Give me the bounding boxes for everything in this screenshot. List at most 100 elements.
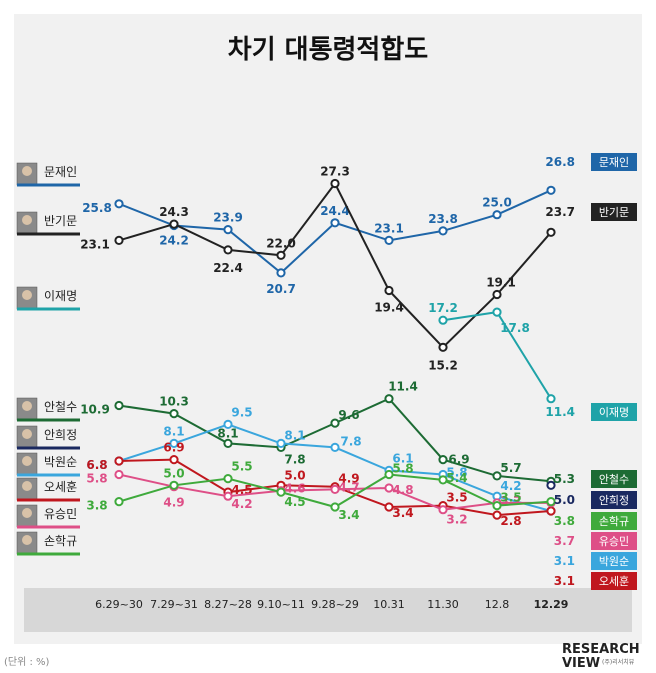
- data-point: [546, 185, 556, 195]
- data-label: 8.1: [163, 424, 184, 438]
- face-icon: [22, 401, 32, 411]
- data-label: 19.1: [486, 276, 516, 290]
- data-label: 23.9: [213, 211, 243, 225]
- series-반기문: 23.1 24.3 22.4 22.0 27.3 19.4 15.2 19.1: [80, 165, 556, 372]
- x-tick-label: 12.8: [485, 598, 510, 611]
- data-point: [384, 469, 394, 480]
- data-point: [384, 502, 394, 512]
- data-label: 24.4: [320, 204, 350, 218]
- x-axis-band: [24, 588, 632, 632]
- data-label: 6.9: [163, 441, 184, 455]
- data-point: [114, 235, 124, 245]
- data-label: 5.4: [446, 471, 467, 485]
- data-label: 8.1: [217, 426, 238, 440]
- data-label: 3.4: [392, 506, 413, 520]
- data-point: [330, 442, 340, 452]
- final-value-label: 5.0: [554, 493, 575, 507]
- data-label: 19.4: [374, 300, 404, 314]
- data-point: [223, 225, 233, 235]
- legend-swatch: [591, 403, 637, 421]
- data-label: 6.8: [86, 458, 107, 472]
- legend-label: 유승민: [599, 535, 629, 548]
- data-label: 8.1: [284, 428, 305, 442]
- data-point: [330, 484, 340, 494]
- x-tick-label: 9.10~11: [257, 598, 305, 611]
- data-point: [546, 497, 556, 507]
- legend-left-손학규: 손학규: [16, 531, 80, 556]
- data-label: 25.8: [82, 201, 112, 215]
- data-point: [492, 307, 502, 317]
- data-point: [223, 491, 233, 501]
- data-point: [169, 409, 179, 419]
- data-label: 25.0: [482, 196, 512, 210]
- legend-right-반기문: 23.7 반기문: [545, 203, 637, 221]
- data-label: 2.8: [500, 514, 521, 528]
- data-label: 4.2: [500, 479, 521, 493]
- data-label: 5.5: [231, 460, 252, 474]
- data-label: 3.8: [86, 499, 107, 513]
- data-point: [546, 480, 556, 490]
- data-label: 5.7: [500, 461, 521, 475]
- legend-swatch: [591, 203, 637, 221]
- data-point: [223, 438, 233, 448]
- final-value-label: 11.4: [545, 405, 575, 419]
- data-point: [330, 218, 340, 228]
- data-label: 3.5: [500, 491, 521, 505]
- data-point: [546, 394, 556, 404]
- legend-right-문재인: 26.8 문재인: [545, 153, 637, 171]
- unit-note: (단위 : %): [4, 655, 50, 668]
- legend-left-이재명: 이재명: [16, 286, 80, 311]
- data-label: 27.3: [320, 165, 350, 179]
- data-point: [492, 510, 502, 520]
- series-안철수: 10.9 10.3 8.1 7.8 9.6 11.4 6.9 5.7: [80, 380, 556, 486]
- data-label: 24.2: [159, 233, 189, 247]
- data-point: [330, 502, 340, 512]
- data-point: [276, 438, 286, 448]
- data-point: [492, 289, 502, 300]
- x-tick-label: 9.28~29: [311, 598, 359, 611]
- data-point: [223, 419, 233, 429]
- legend-label: 반기문: [599, 206, 629, 219]
- data-label: 5.8: [86, 472, 107, 486]
- data-point: [438, 475, 448, 485]
- data-point: [114, 469, 124, 480]
- legend-right-박원순: 3.1 박원순: [554, 552, 637, 570]
- final-value-label: 3.1: [554, 574, 575, 588]
- x-tick-label: 8.27~28: [204, 598, 252, 611]
- data-point: [330, 178, 340, 189]
- data-point: [384, 394, 394, 404]
- legend-label: 이재명: [44, 289, 77, 303]
- data-point: [114, 400, 124, 411]
- legend-left-오세훈: 오세훈: [16, 477, 80, 502]
- data-label: 5.0: [284, 468, 305, 482]
- final-value-label: 3.8: [554, 514, 575, 528]
- data-point: [438, 455, 448, 465]
- final-value-label: 5.3: [554, 472, 575, 486]
- legend-left-안희정: 안희정: [16, 425, 80, 450]
- face-icon: [22, 215, 32, 225]
- legend-swatch: [591, 491, 637, 509]
- data-label: 17.2: [428, 301, 458, 315]
- legend-label: 박원순: [44, 455, 77, 469]
- data-point: [546, 227, 556, 237]
- series-문재인: 25.8 24.2 23.9 20.7 24.4 23.1 23.8 25.0: [82, 185, 556, 296]
- data-point: [169, 438, 179, 448]
- data-label: 20.7: [266, 282, 296, 296]
- data-label: 22.4: [213, 261, 243, 275]
- data-label: 3.2: [446, 513, 467, 527]
- data-point: [492, 501, 502, 511]
- data-label: 4.8: [392, 483, 413, 497]
- data-label: 5.8: [392, 462, 413, 476]
- legend-swatch: [591, 532, 637, 550]
- data-label: 9.6: [338, 408, 359, 422]
- series-박원순: 6.88.19.58.1 7.86.15.84.2: [86, 405, 556, 516]
- legend-label: 박원순: [599, 555, 629, 568]
- data-label: 10.3: [159, 395, 189, 409]
- chart-title: 차기 대통령적합도: [228, 35, 428, 65]
- legend-right-유승민: 3.7 유승민: [554, 532, 637, 550]
- face-icon: [22, 456, 32, 466]
- legend-swatch: [591, 552, 637, 570]
- legend-label: 반기문: [44, 214, 77, 228]
